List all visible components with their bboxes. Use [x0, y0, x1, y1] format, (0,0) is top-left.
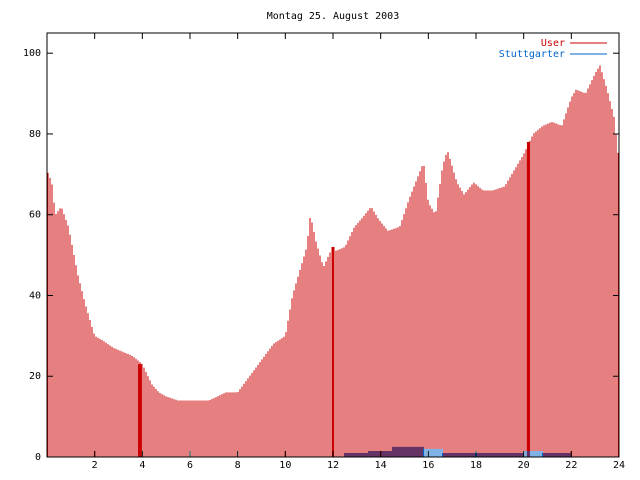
y-tick-label: 60 — [29, 210, 41, 221]
y-tick-label: 100 — [23, 48, 41, 59]
y-tick-label: 40 — [29, 290, 41, 301]
x-tick-label: 4 — [139, 460, 145, 471]
x-tick-label: 16 — [422, 460, 434, 471]
user-series-impulses — [47, 65, 619, 457]
x-tick-label: 22 — [565, 460, 577, 471]
x-tick-label: 12 — [327, 460, 339, 471]
y-tick-label: 0 — [35, 452, 41, 463]
x-tick-label: 10 — [279, 460, 291, 471]
x-tick-label: 20 — [518, 460, 530, 471]
legend-label-user: User — [541, 38, 565, 49]
x-tick-label: 2 — [92, 460, 98, 471]
x-tick-label: 8 — [235, 460, 241, 471]
x-tick-label: 6 — [187, 460, 193, 471]
y-axis: 0 20 40 60 80 100 — [23, 48, 619, 463]
x-tick-label: 14 — [375, 460, 387, 471]
chart-title: Montag 25. August 2003 — [267, 11, 399, 22]
legend-label-stuttgarter: Stuttgarter — [499, 49, 565, 60]
legend: User Stuttgarter — [499, 38, 607, 60]
y-tick-label: 80 — [29, 129, 41, 140]
y-tick-label: 20 — [29, 371, 41, 382]
x-tick-label: 24 — [613, 460, 625, 471]
x-tick-label: 18 — [470, 460, 482, 471]
stuttgarter-series-impulses — [344, 446, 572, 457]
x-axis: 2 4 6 8 10 12 14 16 18 20 22 24 — [92, 33, 625, 471]
